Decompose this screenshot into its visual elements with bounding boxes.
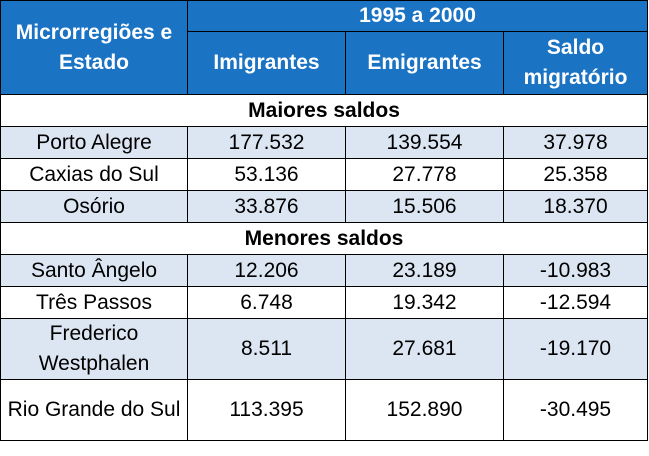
saldo-value: -10.983 — [502, 254, 649, 287]
section-title: Menores saldos — [0, 222, 649, 255]
emigrantes-value: 23.189 — [345, 254, 504, 287]
emigrantes-value: 19.342 — [345, 286, 504, 319]
saldo-value: -30.495 — [502, 379, 649, 441]
imigrantes-value: 8.511 — [187, 318, 346, 380]
saldo-value: 25.358 — [502, 158, 649, 191]
section-heading-row: Maiores saldos — [0, 94, 649, 127]
imigrantes-value: 33.876 — [187, 190, 346, 223]
table-row: Caxias do Sul 53.136 27.778 25.358 — [0, 158, 649, 191]
table-row: Santo Ângelo 12.206 23.189 -10.983 — [0, 254, 649, 287]
section-title: Maiores saldos — [0, 94, 649, 127]
imigrantes-value: 53.136 — [187, 158, 346, 191]
period-header: 1995 a 2000 — [186, 0, 649, 32]
table-row: Frederico Westphalen 8.511 27.681 -19.17… — [0, 318, 649, 380]
table-row: Osório 33.876 15.506 18.370 — [0, 190, 649, 223]
region-name: Porto Alegre — [0, 126, 188, 159]
emigrantes-value: 139.554 — [345, 126, 504, 159]
saldo-column-header: Saldo migratório — [502, 31, 649, 95]
emigrantes-value: 27.778 — [345, 158, 504, 191]
region-name: Frederico Westphalen — [0, 318, 188, 380]
saldo-value: -19.170 — [502, 318, 649, 380]
region-column-header: Microrregiões e Estado — [0, 0, 188, 95]
region-name: Santo Ângelo — [0, 254, 188, 287]
region-name: Três Passos — [0, 286, 188, 319]
table-row: Rio Grande do Sul 113.395 152.890 -30.49… — [0, 379, 649, 441]
emigrantes-value: 152.890 — [345, 379, 504, 441]
region-name: Caxias do Sul — [0, 158, 188, 191]
imigrantes-value: 12.206 — [187, 254, 346, 287]
imigrantes-value: 177.532 — [187, 126, 346, 159]
section-heading-row: Menores saldos — [0, 222, 649, 255]
saldo-value: -12.594 — [502, 286, 649, 319]
imigrantes-value: 6.748 — [187, 286, 346, 319]
imigrantes-value: 113.395 — [187, 379, 346, 441]
table-row: Porto Alegre 177.532 139.554 37.978 — [0, 126, 649, 159]
table-header: Microrregiões e Estado 1995 a 2000 Imigr… — [0, 0, 649, 95]
table-row: Três Passos 6.748 19.342 -12.594 — [0, 286, 649, 319]
imigrantes-column-header: Imigrantes — [187, 31, 346, 95]
emigrantes-value: 15.506 — [345, 190, 504, 223]
emigrantes-value: 27.681 — [345, 318, 504, 380]
region-name: Rio Grande do Sul — [0, 379, 188, 441]
emigrantes-column-header: Emigrantes — [345, 31, 504, 95]
region-name: Osório — [0, 190, 188, 223]
table-body: Maiores saldos Porto Alegre 177.532 139.… — [0, 94, 649, 441]
saldo-value: 37.978 — [502, 126, 649, 159]
migration-table: Microrregiões e Estado 1995 a 2000 Imigr… — [0, 0, 649, 441]
saldo-value: 18.370 — [502, 190, 649, 223]
